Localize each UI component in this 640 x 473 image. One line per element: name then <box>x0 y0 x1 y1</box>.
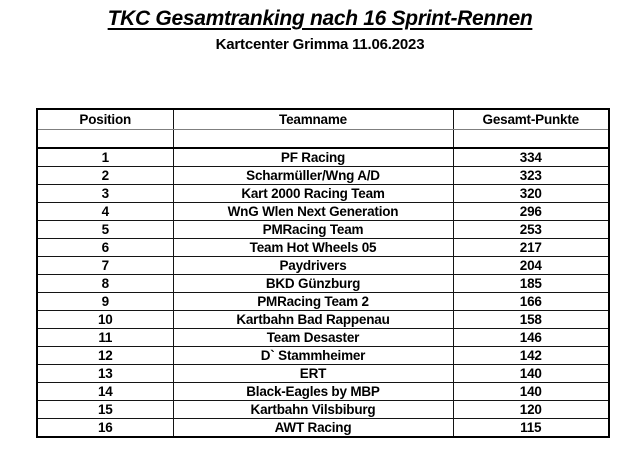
team-cell: Kartbahn Bad Rappenau <box>172 310 454 329</box>
points-cell: 204 <box>452 256 610 275</box>
table-row: 6 Team Hot Wheels 05 217 <box>36 238 610 257</box>
team-cell: Team Desaster <box>172 328 454 347</box>
page-subtitle: Kartcenter Grimma 11.06.2023 <box>215 36 425 53</box>
team-cell: Team Hot Wheels 05 <box>172 238 454 257</box>
table-row: 15 Kartbahn Vilsbiburg 120 <box>36 400 610 419</box>
position-cell: 10 <box>36 310 174 329</box>
team-cell: BKD Günzburg <box>172 274 454 293</box>
position-cell: 1 <box>36 147 174 167</box>
table-row: 1 PF Racing 334 <box>36 147 610 167</box>
table-row: 3 Kart 2000 Racing Team 320 <box>36 184 610 203</box>
table-row: 16 AWT Racing 115 <box>36 418 610 438</box>
points-cell: 140 <box>452 364 610 383</box>
position-cell: 14 <box>36 382 174 401</box>
team-cell: Paydrivers <box>172 256 454 275</box>
points-cell: 142 <box>452 346 610 365</box>
position-cell: 16 <box>36 418 174 438</box>
table-row: 14 Black-Eagles by MBP 140 <box>36 382 610 401</box>
table-row: 9 PMRacing Team 2 166 <box>36 292 610 311</box>
position-cell: 13 <box>36 364 174 383</box>
spacer-cell <box>172 129 454 149</box>
position-cell: 4 <box>36 202 174 221</box>
team-cell: WnG Wlen Next Generation <box>172 202 454 221</box>
team-cell: D` Stammheimer <box>172 346 454 365</box>
col-header-points: Gesamt-Punkte <box>452 108 610 130</box>
points-cell: 115 <box>452 418 610 438</box>
points-cell: 120 <box>452 400 610 419</box>
points-cell: 217 <box>452 238 610 257</box>
header-row: Position Teamname Gesamt-Punkte <box>36 108 610 130</box>
position-cell: 8 <box>36 274 174 293</box>
position-cell: 9 <box>36 292 174 311</box>
points-cell: 185 <box>452 274 610 293</box>
position-cell: 11 <box>36 328 174 347</box>
table-body: 1 PF Racing 334 2 Scharmüller/Wng A/D 323 3 Kar… <box>36 147 610 438</box>
position-cell: 7 <box>36 256 174 275</box>
col-header-teamname: Teamname <box>172 108 454 130</box>
position-cell: 3 <box>36 184 174 203</box>
position-cell: 15 <box>36 400 174 419</box>
page-title: TKC Gesamtranking nach 16 Sprint-Rennen <box>107 7 533 30</box>
points-cell: 296 <box>452 202 610 221</box>
team-cell: Kartbahn Vilsbiburg <box>172 400 454 419</box>
position-cell: 12 <box>36 346 174 365</box>
points-cell: 158 <box>452 310 610 329</box>
team-cell: Black-Eagles by MBP <box>172 382 454 401</box>
team-cell: Scharmüller/Wng A/D <box>172 166 454 185</box>
table-row: 11 Team Desaster 146 <box>36 328 610 347</box>
table-row: 8 BKD Günzburg 185 <box>36 274 610 293</box>
position-cell: 5 <box>36 220 174 239</box>
spacer-row <box>36 129 610 149</box>
points-cell: 334 <box>452 147 610 167</box>
table-row: 10 Kartbahn Bad Rappenau 158 <box>36 310 610 329</box>
col-header-position: Position <box>36 108 174 130</box>
team-cell: Kart 2000 Racing Team <box>172 184 454 203</box>
spacer-cell <box>452 129 610 149</box>
ranking-table: Position Teamname Gesamt-Punkte 1 PF Raci… <box>36 108 610 438</box>
team-cell: AWT Racing <box>172 418 454 438</box>
spacer-cell <box>36 129 174 149</box>
position-cell: 2 <box>36 166 174 185</box>
points-cell: 320 <box>452 184 610 203</box>
points-cell: 140 <box>452 382 610 401</box>
table-row: 4 WnG Wlen Next Generation 296 <box>36 202 610 221</box>
points-cell: 253 <box>452 220 610 239</box>
table-row: 7 Paydrivers 204 <box>36 256 610 275</box>
team-cell: PMRacing Team 2 <box>172 292 454 311</box>
position-cell: 6 <box>36 238 174 257</box>
team-cell: ERT <box>172 364 454 383</box>
table-row: 5 PMRacing Team 253 <box>36 220 610 239</box>
team-cell: PF Racing <box>172 147 454 167</box>
team-cell: PMRacing Team <box>172 220 454 239</box>
points-cell: 166 <box>452 292 610 311</box>
points-cell: 323 <box>452 166 610 185</box>
table-row: 13 ERT 140 <box>36 364 610 383</box>
table-row: 12 D` Stammheimer 142 <box>36 346 610 365</box>
table-row: 2 Scharmüller/Wng A/D 323 <box>36 166 610 185</box>
points-cell: 146 <box>452 328 610 347</box>
